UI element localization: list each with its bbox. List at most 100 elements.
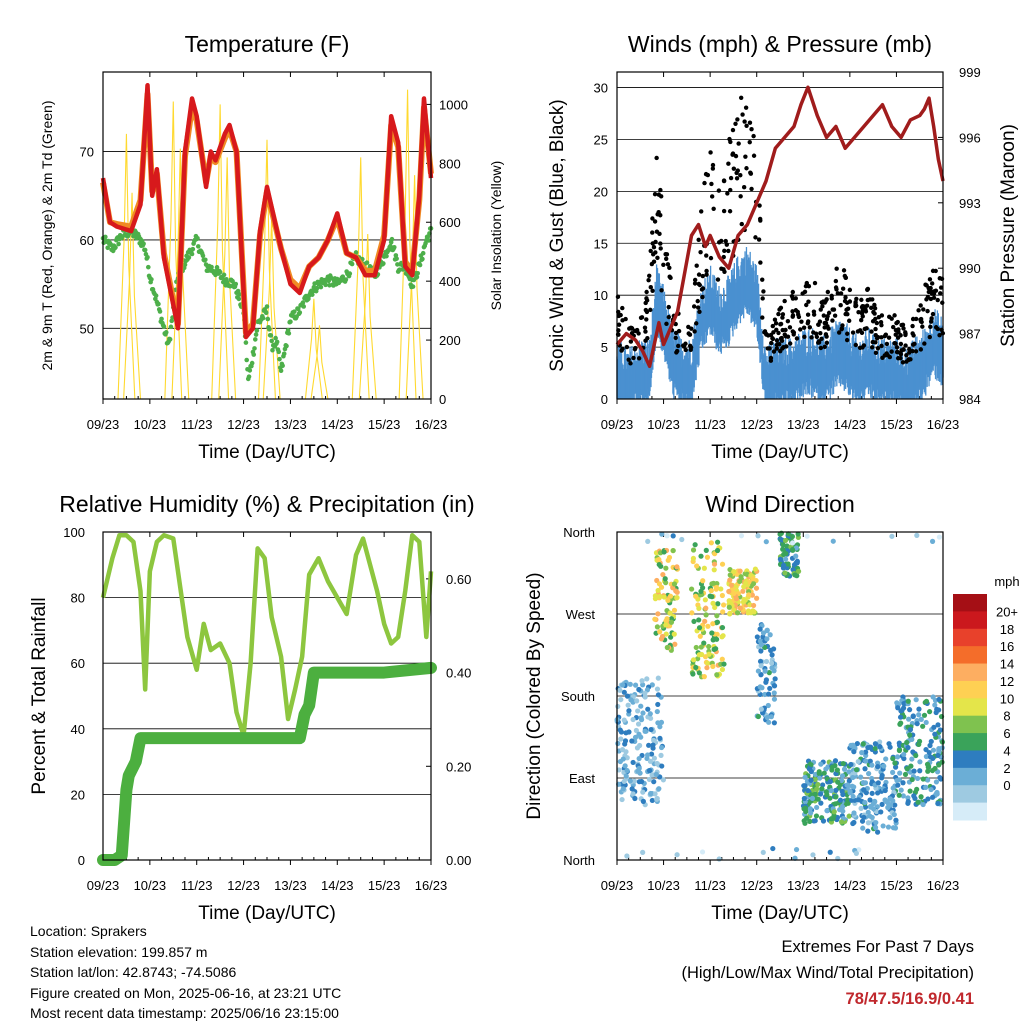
colorbar-swatch bbox=[953, 594, 987, 612]
wind-direction-point bbox=[712, 604, 718, 611]
dewpoint-point bbox=[167, 337, 173, 342]
temperature-9m-line bbox=[100, 91, 434, 336]
wind-direction-point bbox=[916, 741, 922, 747]
gust-point bbox=[875, 346, 881, 351]
gust-point bbox=[724, 242, 730, 247]
wind-direction-point bbox=[891, 811, 897, 818]
gust-point bbox=[901, 347, 906, 352]
solar-insolation-line bbox=[304, 298, 323, 400]
gust-point bbox=[650, 216, 655, 221]
gust-point bbox=[728, 175, 734, 181]
wind-direction-point bbox=[617, 687, 623, 693]
gust-point bbox=[723, 238, 728, 244]
wind-direction-point bbox=[726, 598, 732, 604]
dewpoint-point bbox=[186, 255, 192, 260]
gust-point bbox=[736, 141, 741, 146]
gust-point bbox=[702, 180, 707, 186]
wind-direction-point bbox=[632, 795, 638, 802]
wind-direction-point bbox=[927, 754, 934, 760]
dewpoint-point bbox=[343, 277, 349, 282]
winds-y-tick-label: 30 bbox=[594, 81, 608, 96]
wind-direction-point bbox=[653, 771, 659, 777]
gust-point bbox=[776, 311, 781, 317]
wind-direction-point bbox=[635, 708, 641, 714]
gust-point bbox=[743, 154, 748, 159]
wind-direction-point bbox=[738, 574, 744, 580]
wind-direction-point bbox=[647, 711, 653, 717]
gust-point bbox=[811, 312, 817, 317]
gust-point bbox=[904, 352, 909, 358]
gust-point bbox=[632, 347, 638, 352]
winds-x-tick-label: 15/23 bbox=[880, 417, 913, 432]
gust-point bbox=[681, 343, 686, 348]
gust-point bbox=[928, 319, 934, 324]
station-latlon: Station lat/lon: 42.8743; -74.5086 bbox=[30, 964, 237, 980]
wind-direction-point bbox=[830, 815, 836, 821]
wind-direction-point bbox=[714, 619, 721, 625]
wind-direction-point bbox=[701, 565, 707, 571]
wind-direction-point bbox=[642, 728, 648, 734]
dewpoint-point bbox=[364, 260, 370, 265]
gust-point bbox=[772, 317, 778, 322]
wind-direction-point bbox=[898, 787, 904, 793]
wind-direction-point bbox=[763, 539, 769, 545]
dewpoint-point bbox=[156, 301, 161, 307]
gust-point bbox=[875, 335, 881, 340]
wind-direction-point bbox=[768, 647, 774, 654]
station-elevation: Station elevation: 199.857 m bbox=[30, 943, 208, 960]
wind-direction-point bbox=[656, 786, 662, 792]
gust-point bbox=[663, 252, 668, 257]
wind-direction-point bbox=[901, 751, 907, 758]
gust-point bbox=[705, 172, 711, 178]
wind-direction-point bbox=[714, 636, 720, 642]
wind-direction-point bbox=[638, 703, 644, 709]
wind-direction-point bbox=[931, 724, 937, 730]
dewpoint-point bbox=[260, 315, 266, 321]
wind-direction-point bbox=[652, 596, 659, 602]
wind-direction-point bbox=[893, 817, 899, 823]
dewpoint-point bbox=[270, 347, 275, 353]
wind-direction-point bbox=[867, 797, 873, 803]
wind-direction-point bbox=[656, 556, 662, 563]
wind-direction-point bbox=[840, 808, 846, 814]
wind-direction-point bbox=[901, 701, 907, 707]
wind-direction-point bbox=[860, 825, 866, 831]
gust-point bbox=[895, 356, 901, 361]
wind-direction-point bbox=[844, 782, 850, 788]
colorbar-swatch bbox=[953, 767, 987, 786]
gust-point bbox=[894, 320, 899, 326]
gust-point bbox=[774, 338, 780, 343]
wind-direction-point bbox=[703, 612, 709, 618]
wind-direction-point bbox=[616, 767, 622, 773]
gust-point bbox=[658, 246, 663, 251]
dewpoint-point bbox=[273, 335, 278, 341]
gust-point bbox=[642, 325, 648, 330]
gust-point bbox=[864, 326, 869, 331]
gust-point bbox=[870, 319, 876, 324]
wind-direction-point bbox=[880, 823, 886, 829]
wind-direction-point bbox=[782, 537, 789, 544]
gust-point bbox=[921, 307, 926, 312]
gust-point bbox=[825, 289, 831, 295]
winds-x-tick-label: 10/23 bbox=[647, 417, 680, 432]
gust-point bbox=[624, 344, 630, 350]
wind-direction-point bbox=[740, 588, 746, 594]
wind-direction-point bbox=[862, 766, 868, 772]
gust-point bbox=[758, 260, 763, 265]
wind-direction-point bbox=[802, 805, 808, 811]
wind-direction-point bbox=[719, 561, 726, 567]
colorbar-label: 12 bbox=[1000, 674, 1014, 689]
wind-direction-point bbox=[879, 801, 885, 808]
gust-point bbox=[842, 298, 848, 304]
direction-plot-border bbox=[616, 531, 944, 861]
wind-direction-point bbox=[690, 671, 696, 677]
wind-direction-point bbox=[706, 643, 712, 650]
wind-direction-point bbox=[890, 785, 896, 791]
winds-x-tick-label: 11/23 bbox=[694, 417, 726, 432]
dewpoint-point bbox=[145, 255, 150, 260]
gust-point bbox=[910, 316, 916, 322]
wind-direction-point bbox=[661, 594, 667, 600]
dewpoint-point bbox=[426, 238, 431, 243]
wind-direction-point bbox=[909, 736, 915, 743]
dewpoint-point bbox=[153, 293, 159, 298]
